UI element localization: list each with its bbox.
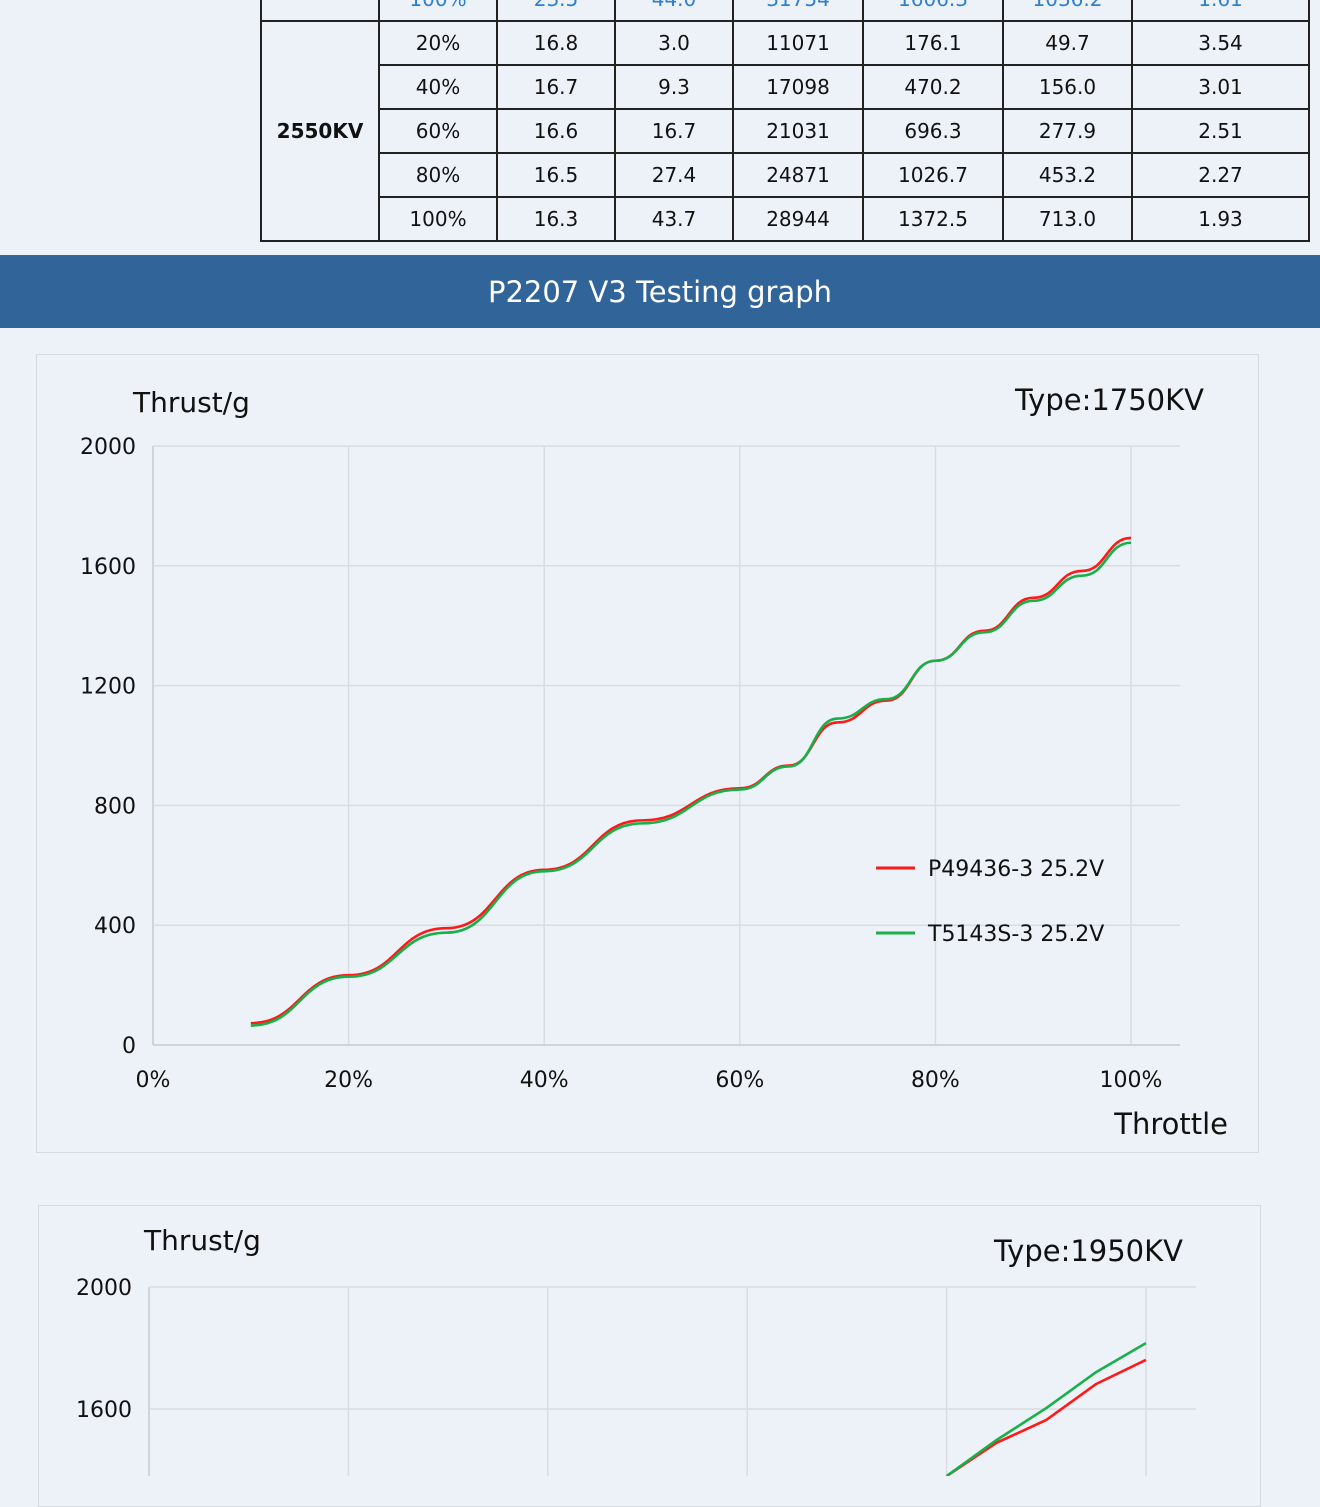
x-tick-label: 80% [911, 1068, 960, 1093]
cell: 3.01 [1131, 64, 1310, 110]
cell: 20% [378, 20, 498, 66]
cell: 80% [378, 152, 498, 198]
cell: 24871 [732, 152, 864, 198]
cell: 3.0 [614, 20, 734, 66]
cell: 16.3 [496, 196, 616, 242]
series-line-1 [945, 1341, 1147, 1476]
cell: 40% [378, 64, 498, 110]
spec-table: 100% 23.5 44.0 31754 1606.3 1036.2 1.61 … [260, 0, 1310, 242]
cell: 1372.5 [862, 196, 1004, 242]
cell: 23.5 [496, 0, 616, 22]
cell: 16.7 [496, 64, 616, 110]
y-tick-label: 2000 [76, 1276, 132, 1301]
x-tick-label: 100% [1100, 1068, 1163, 1093]
cell: 100% [378, 196, 498, 242]
cell: 27.4 [614, 152, 734, 198]
table-row: 60% 16.6 16.7 21031 696.3 277.9 2.51 [261, 108, 1310, 154]
cell: 100% [378, 0, 498, 22]
chart-panel-1950kv [38, 1205, 1261, 1507]
series-line-0 [945, 1358, 1147, 1476]
cell: 176.1 [862, 20, 1004, 66]
cell: 9.3 [614, 64, 734, 110]
table-row: 100% 23.5 44.0 31754 1606.3 1036.2 1.61 [260, 0, 1310, 22]
y-tick-label: 400 [94, 914, 136, 939]
cell: 2.51 [1131, 108, 1310, 154]
cell: 43.7 [614, 196, 734, 242]
table-row: 2550KV 20% 16.8 3.0 11071 176.1 49.7 3.54 [260, 20, 1310, 242]
table-row: 40% 16.7 9.3 17098 470.2 156.0 3.01 [261, 64, 1310, 110]
cell: 713.0 [1002, 196, 1133, 242]
section-title: P2207 V3 Testing graph [487, 274, 833, 309]
cell: 16.8 [496, 20, 616, 66]
cell: 470.2 [862, 64, 1004, 110]
charts-layer: 0 400 800 1200 1600 2000 0% 20% 40% 60% 80% 100% Thr… [76, 383, 1228, 1476]
cell: 44.0 [614, 0, 734, 22]
cell: 16.7 [614, 108, 734, 154]
x-tick-label: 40% [520, 1068, 569, 1093]
cell: 3.54 [1131, 20, 1310, 66]
cell: 17098 [732, 64, 864, 110]
chart-type-annotation: Type:1950KV [993, 1234, 1183, 1268]
cell: 1026.7 [862, 152, 1004, 198]
cell: 2.27 [1131, 152, 1310, 198]
cell: 1606.3 [862, 0, 1004, 22]
y-tick-label: 0 [122, 1034, 136, 1059]
y-tick-label: 1200 [80, 675, 136, 700]
cell: 16.5 [496, 152, 616, 198]
y-axis-label: Thrust/g [143, 1224, 261, 1257]
x-tick-label: 60% [715, 1068, 764, 1093]
table-row: 80% 16.5 27.4 24871 1026.7 453.2 2.27 [261, 152, 1310, 198]
cell: 49.7 [1002, 20, 1133, 66]
y-tick-label: 1600 [80, 555, 136, 580]
cell: 60% [378, 108, 498, 154]
cell: 28944 [732, 196, 864, 242]
cell: 277.9 [1002, 108, 1133, 154]
cell: 1.61 [1131, 0, 1310, 22]
cell: 11071 [732, 20, 864, 66]
legend-label: P49436-3 25.2V [928, 857, 1104, 882]
x-axis-label: Throttle [1113, 1107, 1228, 1141]
cell: 1036.2 [1002, 0, 1133, 22]
y-axis-label: Thrust/g [132, 386, 250, 419]
group-label: 2550KV [260, 20, 380, 242]
cell: 156.0 [1002, 64, 1133, 110]
cell: 1.93 [1131, 196, 1310, 242]
table-row: 100% 16.3 43.7 28944 1372.5 713.0 1.93 [261, 196, 1310, 242]
cell: 21031 [732, 108, 864, 154]
series-line-0 [250, 536, 1132, 1025]
cell: 31754 [732, 0, 864, 22]
cell: 16.6 [496, 108, 616, 154]
chart-type-annotation: Type:1750KV [1014, 383, 1204, 417]
x-tick-label: 0% [136, 1068, 171, 1093]
cell: 696.3 [862, 108, 1004, 154]
y-tick-label: 1600 [76, 1398, 132, 1423]
series-line-1 [250, 541, 1132, 1027]
section-banner: P2207 V3 Testing graph [0, 255, 1320, 328]
x-tick-label: 20% [324, 1068, 373, 1093]
chart-panel-1750kv [36, 354, 1259, 1153]
cell: 453.2 [1002, 152, 1133, 198]
legend-label: T5143S-3 25.2V [927, 922, 1104, 947]
y-tick-label: 2000 [80, 435, 136, 460]
y-tick-label: 800 [94, 794, 136, 819]
